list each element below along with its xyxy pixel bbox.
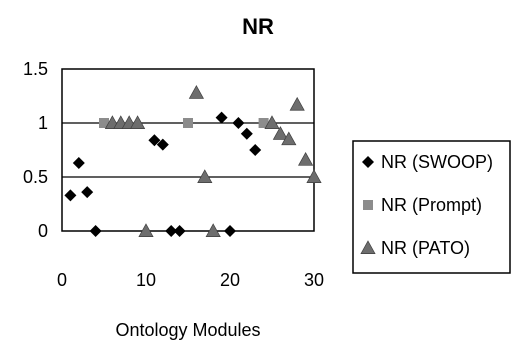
legend-label: NR (PATO) — [381, 238, 470, 258]
data-point — [188, 85, 204, 99]
data-point — [306, 169, 322, 183]
data-point — [205, 223, 221, 237]
x-tick-label: 30 — [304, 270, 324, 290]
y-tick-label: 1.5 — [23, 59, 48, 79]
legend-item: NR (SWOOP) — [362, 152, 493, 172]
data-point — [81, 186, 94, 199]
data-point — [130, 115, 146, 129]
data-point — [264, 115, 280, 129]
data-point — [64, 189, 77, 202]
y-tick-label: 1 — [38, 113, 48, 133]
legend-marker — [363, 200, 373, 210]
data-points — [64, 85, 322, 237]
series-2 — [104, 85, 322, 237]
data-point — [156, 138, 169, 151]
data-point — [89, 225, 102, 237]
data-point — [224, 225, 236, 237]
data-point — [99, 118, 109, 128]
data-point — [289, 96, 305, 111]
data-point — [173, 225, 186, 237]
series-0 — [64, 111, 262, 237]
data-point — [183, 118, 193, 128]
data-point — [232, 117, 245, 129]
x-axis-label: Ontology Modules — [115, 320, 260, 340]
legend-label: NR (SWOOP) — [381, 152, 493, 172]
data-point — [197, 169, 213, 183]
x-tick-label: 0 — [57, 270, 67, 290]
x-tick-label: 20 — [220, 270, 240, 290]
plot-area — [61, 68, 315, 232]
x-axis-ticks: 0 10 20 30 — [57, 270, 324, 290]
data-point — [148, 134, 161, 147]
legend-box — [352, 140, 511, 274]
data-point — [72, 156, 85, 169]
legend-item: NR (Prompt) — [363, 195, 482, 215]
data-point — [138, 223, 154, 237]
legend-label: NR (Prompt) — [381, 195, 482, 215]
data-point — [258, 118, 269, 128]
data-point — [298, 151, 314, 166]
x-tick-label: 10 — [136, 270, 156, 290]
y-axis-ticks: 0 0.5 1 1.5 — [23, 59, 48, 241]
legend-marker — [362, 156, 374, 168]
legend: NR (SWOOP) NR (Prompt) NR (PATO) — [360, 152, 493, 258]
y-tick-label: 0.5 — [23, 167, 48, 187]
data-point — [215, 111, 228, 124]
chart-title: NR — [242, 14, 274, 39]
data-point — [249, 144, 262, 156]
series-1 — [99, 118, 269, 128]
data-point — [240, 127, 253, 140]
data-point — [165, 225, 178, 237]
legend-item: NR (PATO) — [360, 238, 470, 258]
y-tick-label: 0 — [38, 221, 48, 241]
legend-marker — [360, 240, 376, 254]
data-point — [281, 131, 297, 146]
data-point — [272, 126, 288, 140]
